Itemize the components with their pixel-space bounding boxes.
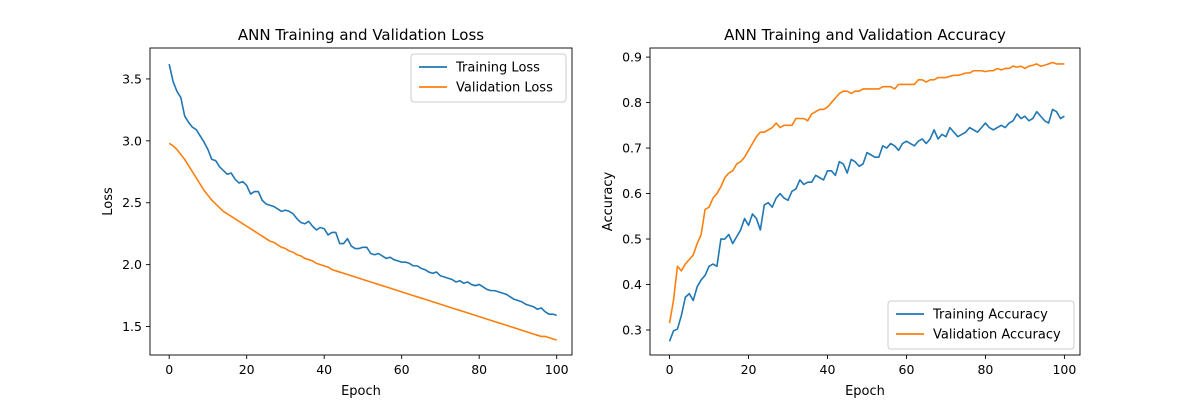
loss-x-tick-label: 20 — [239, 362, 255, 377]
loss-legend: Training Loss Validation Loss — [410, 53, 567, 103]
loss-series-line-validation — [168, 142, 557, 341]
acc-x-tick-label: 40 — [820, 362, 836, 377]
acc-series-line-training — [668, 108, 1065, 342]
loss-x-tick-label: 0 — [165, 362, 173, 377]
loss-y-axis-label: Loss — [101, 187, 116, 216]
loss-x-tick-label: 80 — [471, 362, 487, 377]
acc-y-tick-label: 0.3 — [622, 322, 642, 337]
loss-legend-label-training: Training Loss — [455, 61, 540, 76]
loss-x-axis-label: Epoch — [341, 384, 381, 399]
acc-y-tick-label: 0.9 — [622, 50, 642, 65]
acc-x-tick-label: 80 — [977, 362, 993, 377]
acc-legend: Training Accuracy Validation Accuracy — [887, 300, 1075, 350]
acc-x-axis-label: Epoch — [845, 384, 885, 399]
loss-y-tick-label: 2.0 — [122, 257, 142, 272]
acc-x-tick-label: 60 — [899, 362, 915, 377]
acc-x-tick-label: 20 — [741, 362, 757, 377]
loss-x-tick-label: 60 — [394, 362, 410, 377]
acc-x-tick-label: 0 — [666, 362, 674, 377]
acc-chart-title: ANN Training and Validation Accuracy — [724, 26, 1006, 44]
loss-y-tick-label: 3.5 — [122, 71, 142, 86]
loss-y-tick-label: 2.5 — [122, 195, 142, 210]
loss-x-tick-label: 100 — [545, 362, 569, 377]
acc-y-tick-label: 0.6 — [622, 186, 642, 201]
acc-y-tick-label: 0.5 — [622, 232, 642, 247]
acc-legend-label-training: Training Accuracy — [932, 308, 1048, 323]
loss-y-tick-label: 3.0 — [122, 133, 142, 148]
acc-legend-label-validation: Validation Accuracy — [933, 328, 1061, 343]
acc-y-tick-label: 0.7 — [622, 141, 642, 156]
loss-series-line-training — [168, 63, 557, 317]
loss-legend-box — [410, 53, 567, 103]
loss-axes-frame — [149, 47, 573, 356]
accuracy-chart: ANN Training and Validation Accuracy 0 20 4… — [601, 26, 1081, 399]
loss-chart: ANN Training and Validation Loss 0 20 40 60 8… — [101, 26, 573, 399]
loss-x-tick-label: 40 — [316, 362, 332, 377]
loss-y-tick-label: 1.5 — [122, 319, 142, 334]
acc-y-tick-label: 0.4 — [622, 277, 642, 292]
loss-chart-title: ANN Training and Validation Loss — [238, 26, 484, 44]
acc-legend-box — [887, 300, 1075, 350]
acc-y-axis-label: Accuracy — [601, 172, 616, 232]
loss-legend-label-validation: Validation Loss — [456, 81, 553, 96]
acc-series-line-validation — [668, 61, 1065, 324]
acc-axes-frame — [649, 47, 1081, 356]
acc-y-tick-label: 0.8 — [622, 95, 642, 110]
acc-x-tick-label: 100 — [1052, 362, 1076, 377]
